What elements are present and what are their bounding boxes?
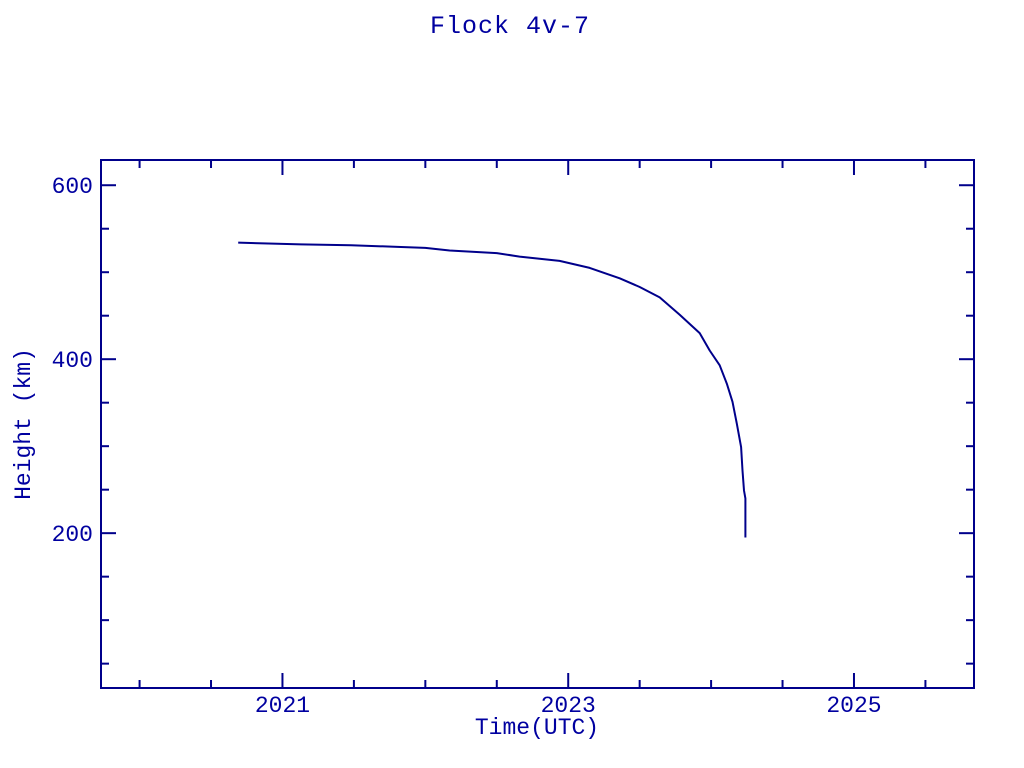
axis-frame — [100, 159, 975, 689]
x-tick-label: 2023 — [541, 693, 596, 719]
x-tick-label: 2021 — [255, 693, 310, 719]
y-tick-label: 600 — [52, 174, 93, 200]
x-tick-label: 2025 — [826, 693, 881, 719]
decay-curve — [238, 241, 747, 538]
x-axis-label: Time(UTC) — [474, 715, 600, 741]
y-tick-label: 400 — [52, 348, 93, 374]
chart-title: Flock 4v-7 — [429, 12, 591, 41]
y-tick-label: 200 — [52, 522, 93, 548]
